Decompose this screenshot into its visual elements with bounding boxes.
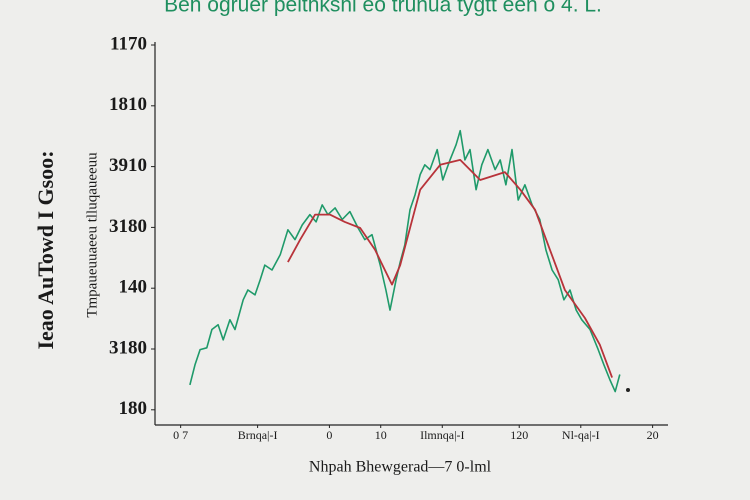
series-line bbox=[189, 129, 621, 393]
series-line bbox=[287, 159, 613, 378]
y-tick-label: 3180 bbox=[109, 337, 147, 358]
x-tick-label: 0 7 bbox=[173, 428, 188, 442]
x-tick-label: Ilmnqa|-I bbox=[420, 428, 464, 442]
x-tick-label: Brnqa|-I bbox=[238, 428, 278, 442]
chart-title: Beh ogruer pelthkshi eo trunua tygtt een… bbox=[164, 0, 602, 17]
x-tick-label: 20 bbox=[647, 428, 659, 442]
y-tick-label: 3910 bbox=[109, 155, 147, 176]
x-tick-label: Nl-qa|-I bbox=[562, 428, 600, 442]
y-axis-subtitle: Tmpaueuuaeeu tlluqaueeuu bbox=[84, 152, 100, 318]
dot bbox=[626, 388, 630, 392]
y-tick-label: 1170 bbox=[110, 33, 147, 54]
y-axis-title: Ieao AuTowd I Gsoo: bbox=[33, 150, 58, 349]
y-tick-label: 3180 bbox=[109, 216, 147, 237]
x-tick-label: 120 bbox=[510, 428, 528, 442]
y-tick-label: 1810 bbox=[109, 94, 147, 115]
x-tick-label: 10 bbox=[375, 428, 387, 442]
x-tick-label: 0 bbox=[326, 428, 332, 442]
x-axis-title: Nhpah Bhewgerad—7 0-lml bbox=[309, 459, 492, 476]
y-tick-label: 140 bbox=[119, 277, 148, 298]
y-tick-label: 180 bbox=[119, 398, 148, 419]
